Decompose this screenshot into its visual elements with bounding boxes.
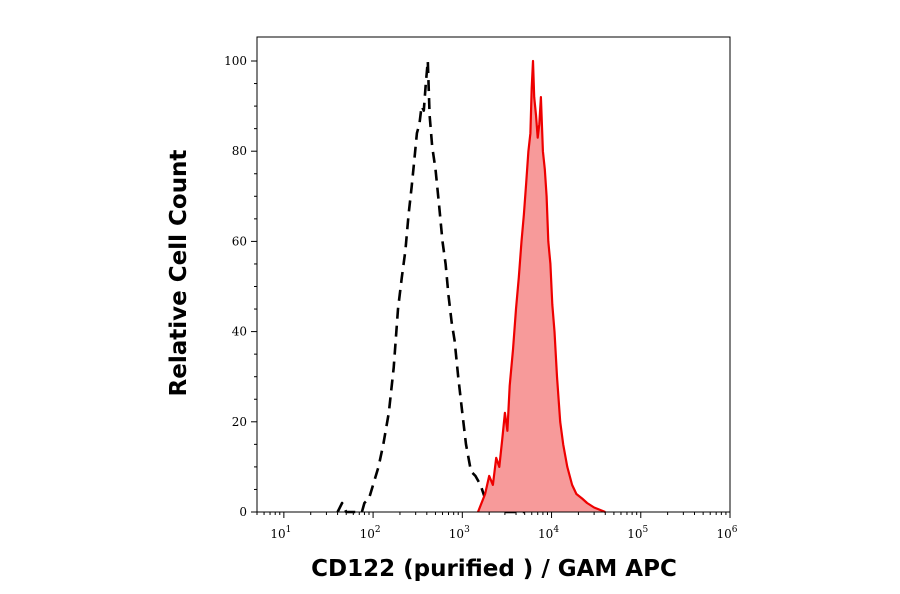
series-layer — [257, 59, 730, 514]
x-tick-label: 105 — [627, 525, 648, 541]
y-tick-label: 60 — [232, 234, 247, 248]
x-axis: 101 102 103 104 105 106 — [256, 512, 738, 541]
y-tick-label: 0 — [239, 505, 247, 519]
y-tick-label: 20 — [232, 415, 247, 429]
x-tick-label: 101 — [270, 525, 291, 541]
series-line-1 — [476, 59, 606, 514]
plot-area — [256, 36, 731, 513]
x-tick-label: 102 — [360, 525, 381, 541]
y-tick-label: 40 — [232, 325, 247, 339]
y-tick-label: 80 — [232, 144, 247, 158]
y-axis-title: Relative Cell Count — [166, 150, 192, 397]
x-tick-label: 106 — [716, 525, 737, 541]
y-tick-label: 100 — [224, 54, 247, 68]
plot-frame — [256, 36, 731, 513]
y-axis: 0 20 40 60 80 100 — [224, 54, 257, 519]
series-line-0 — [336, 59, 525, 514]
x-axis-title: CD122 (purified ) / GAM APC — [311, 556, 677, 582]
x-tick-label: 104 — [538, 525, 559, 541]
x-tick-label: 103 — [449, 525, 470, 541]
